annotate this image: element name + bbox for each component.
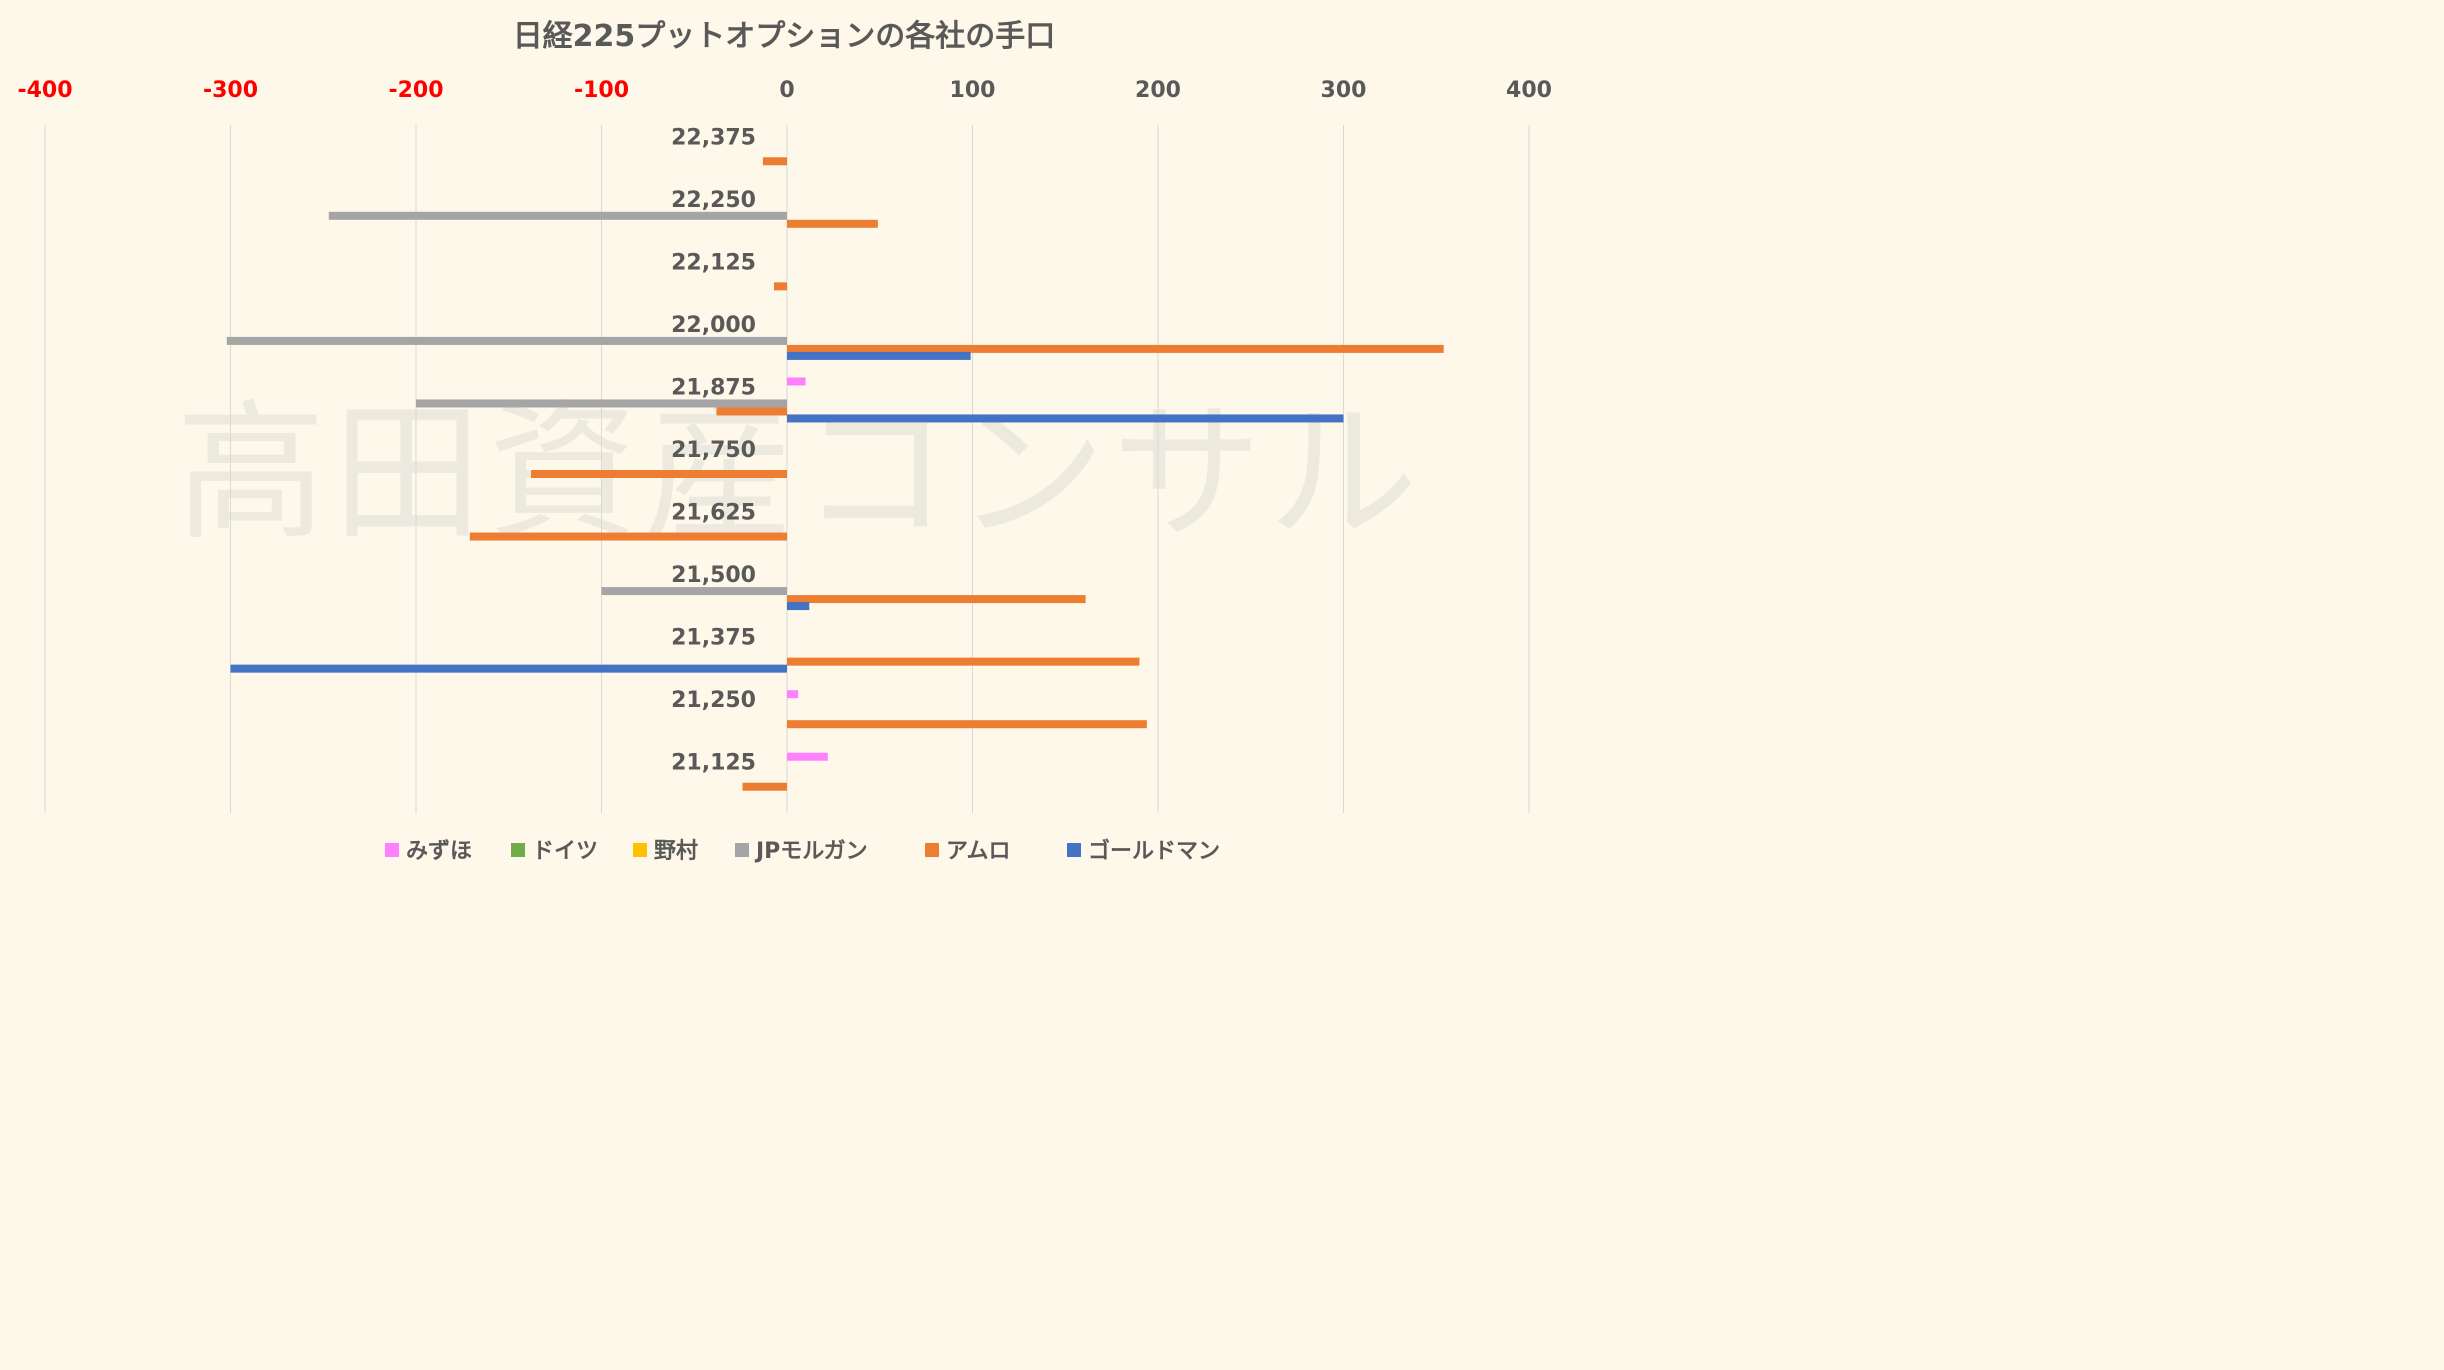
x-tick-label: -400: [17, 78, 72, 103]
legend-label: ドイツ: [532, 839, 598, 864]
x-tick-label: 200: [1135, 78, 1181, 103]
bar: [787, 219, 878, 228]
legend-swatch: [633, 843, 647, 857]
bar: [787, 752, 828, 761]
bar: [787, 377, 806, 386]
legend-swatch: [735, 843, 749, 857]
category-label: 21,625: [671, 501, 756, 526]
legend-swatch: [1067, 843, 1081, 857]
bar: [328, 211, 787, 220]
bar: [762, 157, 787, 166]
x-tick-label: 300: [1321, 78, 1367, 103]
category-label: 22,000: [671, 313, 756, 338]
bar: [787, 595, 1086, 604]
category-label: 21,875: [671, 375, 756, 400]
legend: みずほ ドイツ 野村 JPモルガン アムロ ゴールドマン: [385, 838, 1220, 864]
x-tick-label: 400: [1506, 78, 1552, 103]
x-tick-label: -100: [574, 78, 629, 103]
bar: [787, 657, 1140, 666]
chart-container: 高田資産コンサル 22,375 22,250 22,125 22,000 21,875 2…: [0, 0, 1568, 879]
category-labels: 22,375 22,250 22,125 22,000 21,875 21,750 21,6…: [671, 125, 756, 775]
bar: [787, 720, 1147, 729]
bar: [716, 407, 787, 416]
bar: [531, 470, 787, 478]
bar: [787, 690, 799, 699]
gridlines: [44, 125, 1530, 813]
bar: [787, 344, 1444, 353]
bar: [787, 351, 971, 360]
legend-label: JPモルガン: [754, 839, 868, 864]
bar: [226, 336, 788, 345]
category-label: 22,375: [671, 125, 756, 150]
legend-swatch: [385, 843, 399, 857]
category-label: 21,375: [671, 626, 756, 651]
x-tick-label: -300: [203, 78, 258, 103]
bar: [601, 587, 787, 596]
category-label: 21,125: [671, 751, 756, 776]
category-label: 21,250: [671, 688, 756, 713]
legend-label: みずほ: [406, 839, 472, 864]
legend-swatch: [511, 843, 525, 857]
bar: [774, 282, 787, 291]
x-axis-tick-labels: -400 -300 -200 -100 0 100 200 300 400: [17, 78, 1552, 103]
x-tick-label: 0: [779, 78, 794, 103]
category-label: 22,250: [671, 188, 756, 213]
x-tick-label: -200: [388, 78, 443, 103]
bars: [226, 157, 1444, 791]
bar: [469, 532, 787, 541]
category-label: 21,500: [671, 563, 756, 588]
bar: [787, 602, 810, 611]
bar: [742, 782, 787, 791]
bar: [787, 414, 1344, 423]
category-label: 22,125: [671, 250, 756, 275]
bar: [416, 399, 787, 408]
legend-swatch: [925, 843, 939, 857]
x-tick-label: 100: [950, 78, 996, 103]
watermark-text: 高田資産コンサル: [176, 387, 1424, 561]
legend-label: アムロ: [946, 839, 1010, 864]
bar-chart: 高田資産コンサル 22,37522,25022,12522,00021,8752…: [17, 19, 1552, 864]
legend-label: ゴールドマン: [1088, 838, 1220, 864]
chart-title: 日経225プットオプションの各社の手口: [513, 19, 1056, 54]
bar: [230, 664, 787, 673]
legend-label: 野村: [654, 839, 698, 864]
category-label: 21,750: [671, 438, 756, 463]
